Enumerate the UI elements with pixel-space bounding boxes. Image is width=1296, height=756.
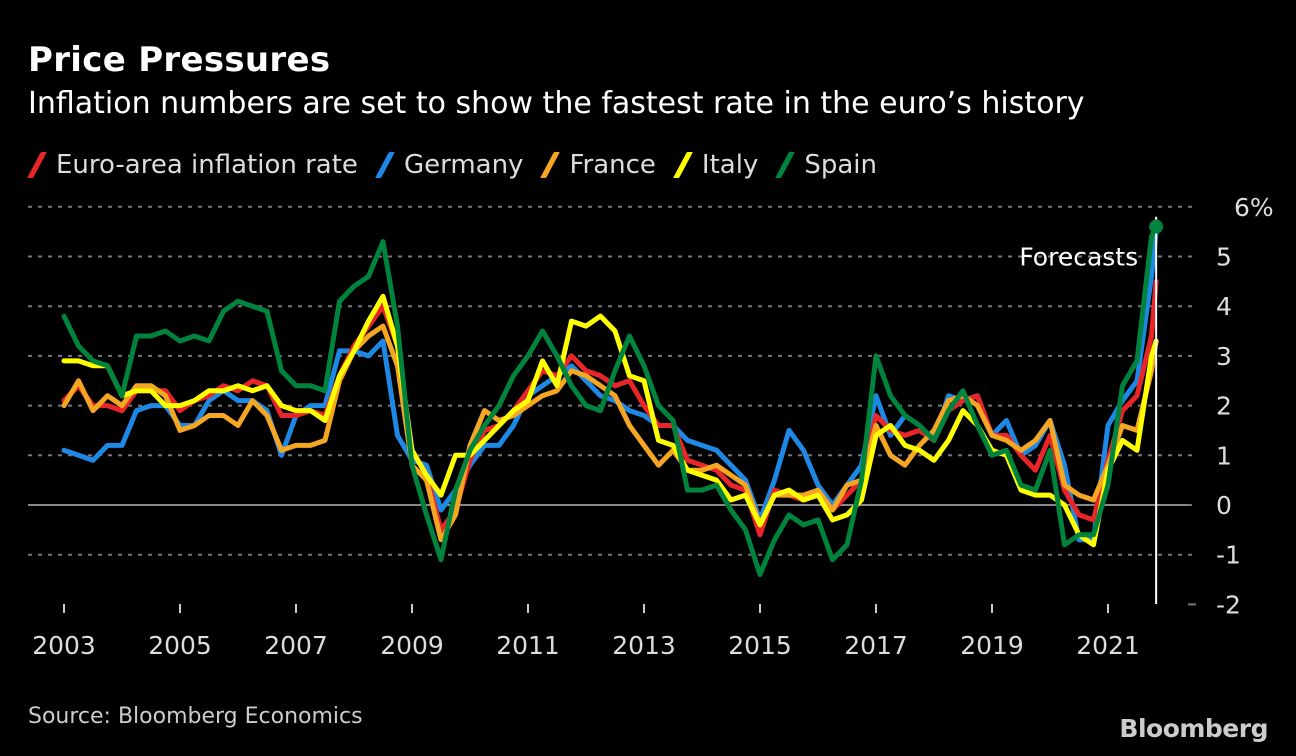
legend-item-italy: Italy [673,150,759,180]
legend-label-germany: Germany [403,150,524,180]
y-axis: -2 -1 0 1 2 3 4 56% [1216,193,1274,620]
x-tick-label: 2007 [264,631,328,660]
legend-label-france: France [569,150,656,180]
legend-label-euro-area: Euro-area inflation rate [56,150,358,180]
legend-item-germany: Germany [375,150,524,180]
x-tick-label: 2011 [496,631,560,660]
y-tick-label: 0 [1216,491,1232,520]
chart-subtitle: Inflation numbers are set to show the fa… [28,86,1085,121]
forecast-label: Forecasts [1019,242,1138,271]
source-note: Source: Bloomberg Economics [28,704,363,729]
y-tick-label: 6% [1234,193,1274,222]
bloomberg-logo: Bloomberg [1119,714,1268,743]
legend-item-euro-area: Euro-area inflation rate [27,150,358,180]
chart-title: Price Pressures [28,40,331,80]
legend: Euro-area inflation rate Germany France … [27,150,895,180]
x-tick-label: 2021 [1076,631,1140,660]
legend-label-spain: Spain [804,150,877,180]
y-tick-label: 1 [1216,441,1232,470]
y-tick-label: -1 [1216,541,1241,570]
series-line-france [61,323,1159,543]
y-tick-label: 3 [1216,342,1232,371]
x-tick-label: 2019 [960,631,1024,660]
series-line-spain [61,224,1159,578]
y-tick-label: 5 [1216,243,1232,272]
series-lines [61,224,1159,578]
x-tick-label: 2003 [32,631,96,660]
y-tick-label: 4 [1216,292,1232,321]
x-axis: 2003 2005 2007 2009 2011 2013 2015 2017 2019 2021 [32,604,1140,660]
legend-label-italy: Italy [701,150,759,180]
y-tick-label: 2 [1216,392,1232,421]
x-tick-label: 2015 [728,631,792,660]
x-tick-label: 2017 [844,631,908,660]
annotations: Forecasts [1019,216,1164,604]
series-line-euro-area-inflation-rate [61,278,1159,538]
legend-item-france: France [540,150,656,180]
endpoint-marker-spain [1149,219,1164,234]
y-tick-label: -2 [1216,590,1241,619]
x-tick-label: 2013 [612,631,676,660]
x-tick-label: 2009 [380,631,444,660]
x-tick-label: 2005 [148,631,212,660]
legend-item-spain: Spain [775,150,877,180]
